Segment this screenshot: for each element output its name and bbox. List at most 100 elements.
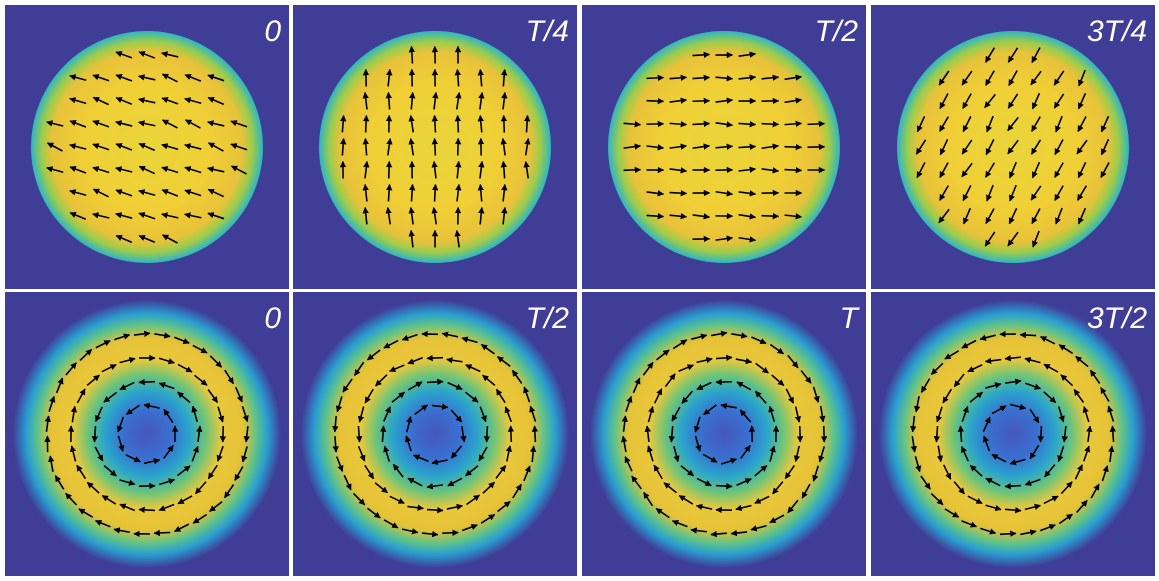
arrow <box>431 206 438 225</box>
arrow <box>332 415 339 433</box>
arrow <box>76 464 87 480</box>
arrow <box>1086 425 1093 443</box>
arrow <box>431 137 439 156</box>
arrow <box>196 425 203 443</box>
arrow <box>669 189 688 197</box>
arrow <box>161 212 179 219</box>
arrow <box>174 523 190 533</box>
panel-label: T/4 <box>526 15 569 48</box>
arrow <box>69 74 87 82</box>
arrow <box>340 114 347 133</box>
arrow <box>511 369 523 384</box>
arrow <box>644 425 651 443</box>
disk <box>301 300 569 568</box>
arrow <box>138 506 156 514</box>
arrow <box>70 405 78 423</box>
arrow <box>678 364 694 372</box>
arrow <box>207 464 218 480</box>
arrow <box>86 481 100 494</box>
arrow <box>385 183 393 202</box>
arrow <box>761 120 780 128</box>
arrow <box>408 45 416 64</box>
arrow <box>442 529 459 536</box>
arrow <box>1037 425 1045 443</box>
arrow <box>669 143 688 150</box>
arrow <box>482 481 496 494</box>
arrow <box>69 120 87 128</box>
arrow <box>1057 446 1065 463</box>
arrow <box>768 405 776 422</box>
arrow <box>1008 70 1018 86</box>
arrow <box>406 416 413 433</box>
arrow <box>1043 495 1059 505</box>
arrow <box>1039 523 1056 532</box>
arrow <box>477 183 484 202</box>
arrow <box>692 97 711 105</box>
arrow <box>671 406 681 422</box>
arrow <box>154 332 171 339</box>
panel: T <box>582 292 866 576</box>
arrow <box>94 519 111 528</box>
panel: 0 <box>5 5 289 289</box>
arrow <box>1060 481 1073 495</box>
arrow <box>161 234 178 244</box>
arrow <box>501 206 508 225</box>
arrow <box>984 162 996 178</box>
arrow <box>523 160 530 179</box>
arrow <box>69 189 87 197</box>
arrow <box>735 357 753 365</box>
arrow <box>1109 425 1117 443</box>
arrow <box>656 349 670 361</box>
arrow <box>1057 406 1065 423</box>
arrow <box>930 493 944 506</box>
disk <box>590 300 858 568</box>
arrow <box>207 166 225 173</box>
arrow <box>364 464 375 480</box>
arrow <box>738 190 757 197</box>
arrow <box>1025 382 1042 390</box>
arrow <box>343 474 352 491</box>
arrow <box>967 495 983 505</box>
arrow <box>114 333 131 341</box>
arrow <box>408 137 415 156</box>
arrow <box>480 513 496 524</box>
arrow <box>497 500 511 513</box>
arrow <box>461 524 478 532</box>
arrow <box>234 466 244 481</box>
arrow <box>696 356 713 364</box>
arrow <box>408 114 415 133</box>
arrow <box>207 96 225 106</box>
arrow <box>772 481 784 495</box>
arrow <box>1100 138 1110 156</box>
arrow <box>366 349 381 361</box>
disk <box>879 300 1147 568</box>
arrow <box>426 378 444 386</box>
arrow <box>696 381 712 391</box>
arrow <box>383 339 399 349</box>
arrow <box>385 206 392 225</box>
arrow <box>412 454 429 462</box>
arrow <box>692 120 711 128</box>
arrow <box>335 396 343 413</box>
arrow <box>793 445 801 463</box>
arrow <box>357 445 366 462</box>
arrow <box>78 508 94 518</box>
arrow <box>1030 139 1042 155</box>
arrow <box>939 162 949 179</box>
arrow <box>920 378 931 393</box>
arrow <box>465 465 479 477</box>
arrow <box>694 435 702 452</box>
arrow <box>1058 344 1074 355</box>
arrow <box>184 143 202 150</box>
arrow <box>119 503 136 512</box>
arrow <box>500 137 507 156</box>
arrow <box>209 355 223 368</box>
arrow <box>1100 115 1110 133</box>
arrow <box>92 143 110 151</box>
panel-label: T <box>840 302 861 335</box>
arrow <box>715 121 734 128</box>
arrow <box>787 499 799 514</box>
arrow <box>138 212 156 220</box>
arrow <box>173 336 190 345</box>
arrow <box>477 114 484 133</box>
